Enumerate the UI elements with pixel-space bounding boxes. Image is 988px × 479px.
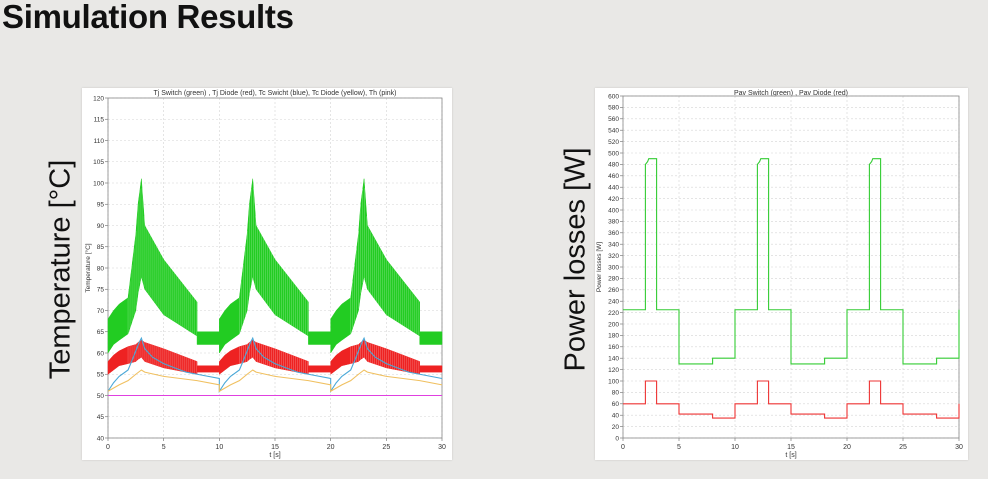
y-tick-label: 380: [608, 219, 619, 226]
y-tick-label: 220: [608, 310, 619, 317]
y-tick-label: 500: [608, 150, 619, 157]
y-tick-label: 60: [612, 401, 620, 408]
power-losses-chart-panel: Pav Switch (green) , Pav Diode (red) 0 20 4…: [595, 88, 968, 460]
x-tick-label: 0: [621, 444, 625, 451]
x-axis-label: t [s]: [785, 452, 796, 459]
x-tick-label: 30: [955, 444, 963, 451]
temperature-chart-panel: Tj Switch (green) , Tj Diode (red), Tc S…: [82, 88, 452, 460]
y-tick-label: 420: [608, 196, 619, 203]
y-tick-label: 75: [97, 287, 105, 294]
y-tick-label: 50: [97, 393, 105, 400]
x-tick-label: 10: [731, 444, 739, 451]
series-tj-diode-band: [107, 339, 443, 375]
y-tick-label: 320: [608, 253, 619, 260]
y-tick-label: 90: [97, 223, 105, 230]
series-tc-diode-line: [107, 369, 443, 393]
y-tick-label: 480: [608, 162, 619, 169]
y-axis-label: Temperature [°C]: [84, 243, 92, 292]
y-axis-label: Power losses [W]: [596, 242, 603, 292]
x-tick-label: 20: [327, 444, 335, 451]
y-tick-label: 140: [608, 356, 619, 363]
y-tick-label: 240: [608, 299, 619, 306]
y-tick-label: 300: [608, 264, 619, 271]
x-tick-label: 25: [382, 444, 390, 451]
series-tj-switch-band: [107, 178, 443, 354]
y-tick-label: 460: [608, 173, 619, 180]
y-tick-label: 360: [608, 230, 619, 237]
plot-frame: [107, 97, 443, 439]
y-tick-label: 60: [97, 350, 105, 357]
power-losses-side-label: Power losses [W]: [559, 147, 592, 372]
y-tick-label: 440: [608, 185, 619, 192]
y-tick-label: 115: [94, 117, 105, 124]
x-tick-label: 0: [106, 444, 110, 451]
y-tick-label: 400: [608, 207, 619, 214]
y-tick-label: 80: [612, 390, 620, 397]
y-tick-label: 340: [608, 242, 619, 249]
plot-frame: [622, 95, 960, 439]
y-tick-label: 100: [93, 180, 104, 187]
y-tick-label: 20: [612, 424, 620, 431]
power-losses-chart: Pav Switch (green) , Pav Diode (red) 0 20 4…: [596, 90, 963, 459]
x-tick-label: 15: [271, 444, 279, 451]
x-tick-label: 25: [899, 444, 907, 451]
y-tick-label: 40: [97, 435, 105, 442]
y-tick-label: 520: [608, 139, 619, 146]
y-tick-label: 100: [608, 378, 619, 385]
y-tick-label: 580: [608, 105, 619, 112]
y-tick-label: 55: [97, 372, 105, 379]
y-tick-label: 0: [615, 435, 619, 442]
y-tick-label: 200: [608, 321, 619, 328]
temperature-chart: Tj Switch (green) , Tj Diode (red), Tc S…: [84, 90, 446, 459]
x-tick-label: 5: [162, 444, 166, 451]
chart-title: Tj Switch (green) , Tj Diode (red), Tc S…: [153, 90, 396, 97]
y-tick-label: 160: [608, 344, 619, 351]
y-tick-label: 45: [97, 414, 105, 421]
x-tick-label: 30: [438, 444, 446, 451]
series-pav-switch-line: [623, 158, 960, 365]
y-tick-label: 260: [608, 287, 619, 294]
y-tick-label: 65: [97, 329, 105, 336]
y-tick-label: 95: [97, 202, 105, 209]
y-tick-label: 105: [93, 159, 104, 166]
page-title: Simulation Results: [2, 0, 294, 35]
x-tick-label: 5: [677, 444, 681, 451]
y-tick-label: 560: [608, 116, 619, 123]
y-tick-label: 80: [97, 265, 105, 272]
y-tick-label: 180: [608, 333, 619, 340]
y-tick-label: 110: [94, 138, 105, 145]
x-tick-label: 15: [787, 444, 795, 451]
y-tick-label: 280: [608, 276, 619, 283]
x-tick-label: 20: [843, 444, 851, 451]
y-tick-label: 40: [612, 413, 620, 420]
y-tick-label: 120: [93, 95, 104, 102]
temperature-side-label: Temperature [°C]: [44, 159, 77, 380]
y-tick-label: 70: [97, 308, 105, 315]
series-tc-switch-line: [107, 336, 443, 394]
series-pav-diode-line: [623, 380, 960, 419]
y-tick-label: 600: [608, 93, 619, 100]
x-tick-label: 10: [215, 444, 223, 451]
chart-title: Pav Switch (green) , Pav Diode (red): [734, 90, 848, 97]
y-tick-label: 120: [608, 367, 619, 374]
x-axis-label: t [s]: [269, 452, 280, 459]
y-tick-label: 85: [97, 244, 105, 251]
y-tick-label: 540: [608, 128, 619, 135]
